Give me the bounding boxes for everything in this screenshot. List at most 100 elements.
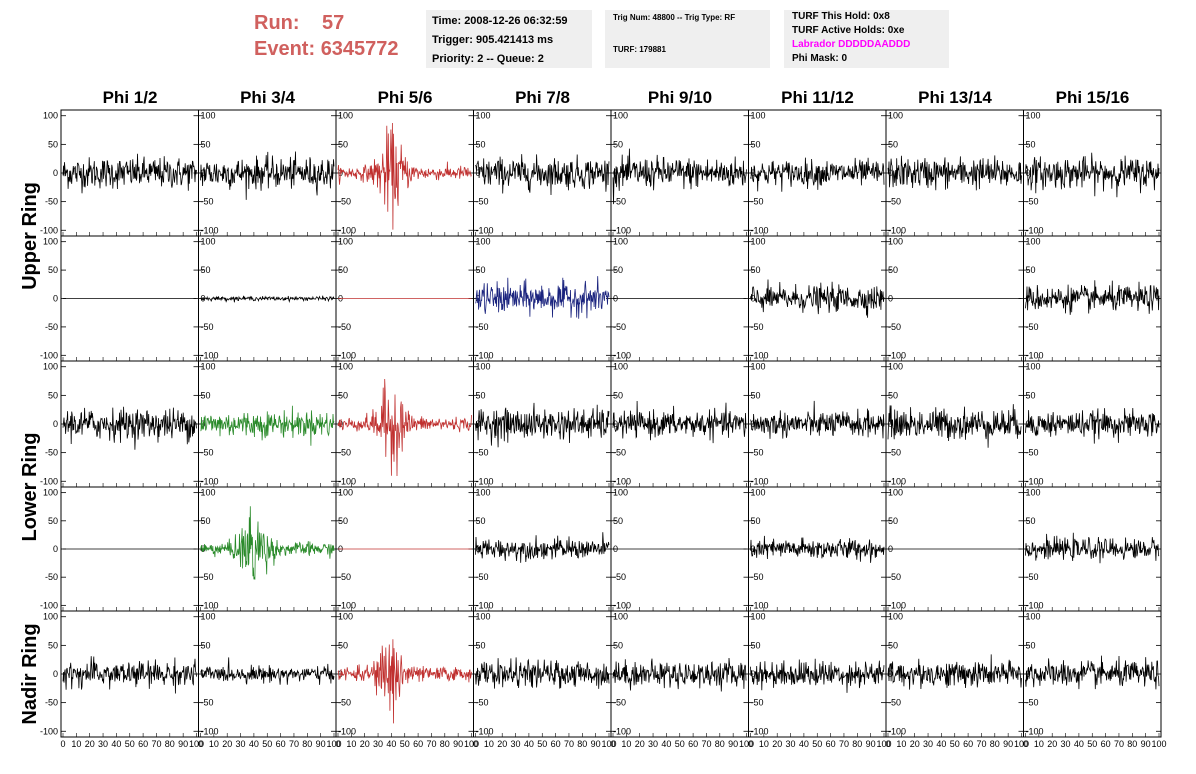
y-tick-label: -100 <box>201 225 219 235</box>
y-tick-label: 100 <box>476 612 491 622</box>
x-tick-label: 10 <box>759 739 769 749</box>
x-tick-label: 20 <box>497 739 507 749</box>
panel-r3-c7: 100 50 0 -50 -100 <box>885 360 1024 488</box>
y-tick-label: -100 <box>751 225 769 235</box>
x-tick-label: 90 <box>728 739 738 749</box>
x-tick-label: 40 <box>1074 739 1084 749</box>
y-tick-label: -50 <box>338 572 351 582</box>
labrador-text: Labrador DDDDDAADDD <box>792 39 911 50</box>
y-tick-label: -50 <box>888 572 901 582</box>
x-tick-label: 20 <box>772 739 782 749</box>
x-tick-label: 80 <box>1127 739 1137 749</box>
waveform-trace <box>1025 655 1160 690</box>
waveform-trace <box>1025 280 1160 315</box>
x-tick-label: 10 <box>896 739 906 749</box>
y-tick-label: -100 <box>201 476 219 486</box>
waveform-trace <box>337 639 472 724</box>
y-tick-label: -100 <box>338 476 356 486</box>
waveform-trace <box>612 657 747 692</box>
y-tick-label: 0 <box>53 168 58 178</box>
y-tick-label: -100 <box>613 476 631 486</box>
y-tick-label: 50 <box>888 139 898 149</box>
x-tick-label: 30 <box>373 739 383 749</box>
run-value: 57 <box>322 12 345 34</box>
y-tick-label: -100 <box>40 225 58 235</box>
y-tick-label: -50 <box>476 197 489 207</box>
y-tick-label: -50 <box>201 448 214 458</box>
y-tick-label: 0 <box>53 669 58 679</box>
turf-active-holds-text: TURF Active Holds: 0xe <box>792 25 905 36</box>
x-tick-label: 40 <box>386 739 396 749</box>
y-tick-label: -100 <box>476 726 494 736</box>
panel-r4-c1: 100 50 0 -50 -100 <box>40 486 199 612</box>
y-tick-label: -50 <box>201 572 214 582</box>
x-tick-label: 0 <box>335 739 340 749</box>
y-tick-label: 100 <box>888 237 903 247</box>
y-tick-label: -50 <box>888 698 901 708</box>
y-tick-label: -100 <box>201 600 219 610</box>
x-tick-label: 50 <box>950 739 960 749</box>
x-tick-label: 60 <box>276 739 286 749</box>
y-tick-label: 0 <box>53 294 58 304</box>
panel-r1-c5: 100 50 0 -50 -100 <box>610 109 749 237</box>
y-tick-label: -50 <box>1026 572 1039 582</box>
phi-header-7: Phi 13/14 <box>918 88 992 107</box>
x-tick-label: 20 <box>635 739 645 749</box>
panel-r4-c6: 100 50 0 -50 -100 <box>748 486 887 612</box>
waveform-trace <box>200 295 335 303</box>
y-tick-label: -50 <box>888 197 901 207</box>
waveform-trace <box>62 406 197 450</box>
y-tick-label: -50 <box>45 322 58 332</box>
y-tick-label: -100 <box>201 350 219 360</box>
y-tick-label: 0 <box>1026 544 1031 554</box>
x-tick-label: 20 <box>85 739 95 749</box>
x-tick-label: 0 <box>473 739 478 749</box>
waveform-trace <box>200 405 335 446</box>
y-tick-label: -50 <box>338 322 351 332</box>
y-tick-label: 50 <box>201 640 211 650</box>
y-tick-label: 0 <box>613 168 618 178</box>
y-tick-label: 0 <box>613 419 618 429</box>
x-tick-label: 50 <box>1087 739 1097 749</box>
y-tick-label: -100 <box>751 350 769 360</box>
y-tick-label: -100 <box>40 350 58 360</box>
y-tick-label: 100 <box>43 612 58 622</box>
y-tick-label: 100 <box>888 612 903 622</box>
y-tick-label: -100 <box>1026 350 1044 360</box>
y-tick-label: 100 <box>43 111 58 121</box>
panel-r1-c6: 100 50 0 -50 -100 <box>748 109 887 237</box>
priority-text: Priority: 2 -- Queue: 2 <box>432 53 544 65</box>
y-tick-label: -100 <box>338 600 356 610</box>
y-tick-label: -100 <box>888 600 906 610</box>
y-tick-label: 50 <box>338 390 348 400</box>
x-tick-label: 0 <box>1023 739 1028 749</box>
waveform-trace <box>62 153 197 194</box>
y-tick-label: 100 <box>751 488 766 498</box>
y-tick-label: -100 <box>751 726 769 736</box>
phi-header-5: Phi 9/10 <box>647 88 713 107</box>
y-tick-label: -100 <box>476 350 494 360</box>
y-tick-label: -100 <box>201 726 219 736</box>
x-tick-label: 100 <box>464 739 479 749</box>
x-tick-label: 20 <box>1047 739 1057 749</box>
y-tick-label: 100 <box>613 612 628 622</box>
y-tick-label: -50 <box>45 448 58 458</box>
waveform-trace <box>887 155 1022 191</box>
x-tick-label: 0 <box>610 739 615 749</box>
y-tick-label: 50 <box>48 640 58 650</box>
waveform-trace <box>887 654 1022 690</box>
x-tick-label: 20 <box>910 739 920 749</box>
x-tick-label: 90 <box>1003 739 1013 749</box>
x-tick-label: 100 <box>876 739 891 749</box>
y-tick-label: -100 <box>476 476 494 486</box>
y-tick-label: 100 <box>476 111 491 121</box>
x-tick-label: 40 <box>661 739 671 749</box>
x-tick-label: 90 <box>316 739 326 749</box>
y-tick-label: 0 <box>201 669 206 679</box>
